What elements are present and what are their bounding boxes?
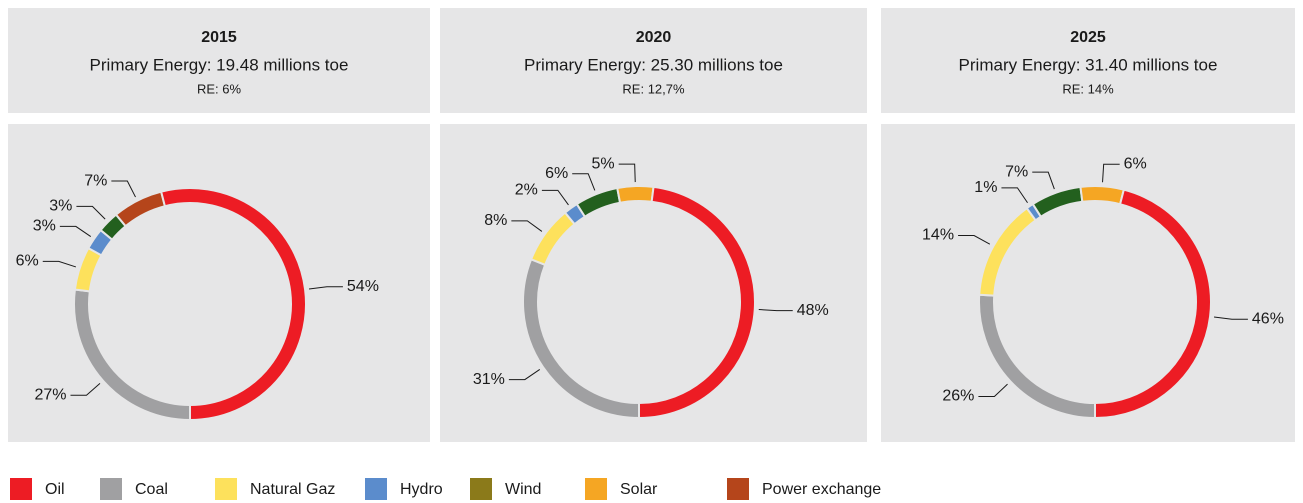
legend-label: Natural Gaz xyxy=(250,481,335,498)
data-label: 7% xyxy=(1005,163,1028,180)
data-label: 14% xyxy=(922,227,954,244)
data-label: 7% xyxy=(84,172,107,189)
chart-subtitle: Primary Energy: 25.30 millions toe xyxy=(524,55,783,74)
data-label: 8% xyxy=(484,212,507,229)
data-label: 6% xyxy=(545,165,568,182)
legend-swatch xyxy=(585,478,607,500)
leader-line xyxy=(758,309,793,312)
leader-line xyxy=(511,220,543,232)
leader-line xyxy=(70,382,101,396)
leader-line xyxy=(76,205,106,220)
legend-label: Wind xyxy=(505,481,541,498)
leader-line xyxy=(541,189,569,206)
leader-line xyxy=(59,225,92,237)
leader-line xyxy=(1213,316,1248,320)
header-panel xyxy=(8,8,430,113)
leader-line xyxy=(1102,163,1120,183)
legend-swatch xyxy=(365,478,387,500)
legend-label: Hydro xyxy=(400,481,443,498)
legend-label: Coal xyxy=(135,481,168,498)
data-label: 2% xyxy=(515,182,538,199)
chart-title: 2025 xyxy=(1070,29,1106,46)
data-label: 48% xyxy=(797,302,829,319)
data-label: 31% xyxy=(473,371,505,388)
data-label: 27% xyxy=(34,386,66,403)
data-label: 6% xyxy=(1124,155,1147,172)
legend-swatch xyxy=(727,478,749,500)
data-label: 3% xyxy=(33,218,56,235)
legend-swatch xyxy=(215,478,237,500)
chart-title: 2020 xyxy=(636,29,672,46)
chart-subtitle: Primary Energy: 19.48 millions toe xyxy=(90,55,349,74)
leader-line xyxy=(111,180,136,198)
chart-panel xyxy=(440,124,867,442)
legend-swatch xyxy=(470,478,492,500)
legend-label: Oil xyxy=(45,481,65,498)
data-label: 6% xyxy=(16,253,39,270)
chart-panel xyxy=(881,124,1295,442)
chart-title: 2015 xyxy=(201,29,237,46)
donut-segment xyxy=(616,185,655,204)
annotation: RE: 12,7% xyxy=(622,81,685,96)
leader-line xyxy=(978,383,1008,397)
leader-line xyxy=(42,260,77,268)
data-label: 5% xyxy=(592,155,615,172)
donut-segment xyxy=(1079,185,1126,206)
data-label: 1% xyxy=(974,179,997,196)
header-panel xyxy=(881,8,1295,113)
leader-line xyxy=(572,173,596,191)
leader-line xyxy=(1032,171,1055,190)
data-label: 3% xyxy=(49,198,72,215)
donut-segment xyxy=(1094,188,1212,420)
leader-line xyxy=(1001,187,1028,204)
data-label: 46% xyxy=(1252,311,1284,328)
data-label: 26% xyxy=(942,388,974,405)
legend-swatch xyxy=(100,478,122,500)
leader-line xyxy=(618,163,636,183)
annotation: RE: 14% xyxy=(1062,81,1114,96)
legend-label: Power exchange xyxy=(762,481,881,498)
header-panel xyxy=(440,8,867,113)
donut-segment xyxy=(638,185,756,420)
donut-segment xyxy=(159,187,307,422)
legend-label: Solar xyxy=(620,481,658,498)
leader-line xyxy=(958,235,991,245)
data-label: 54% xyxy=(347,278,379,295)
legend-swatch xyxy=(10,478,32,500)
chart-subtitle: Primary Energy: 31.40 millions toe xyxy=(959,55,1218,74)
leader-line xyxy=(508,369,541,381)
annotation: RE: 6% xyxy=(197,81,242,96)
leader-line xyxy=(308,286,343,290)
